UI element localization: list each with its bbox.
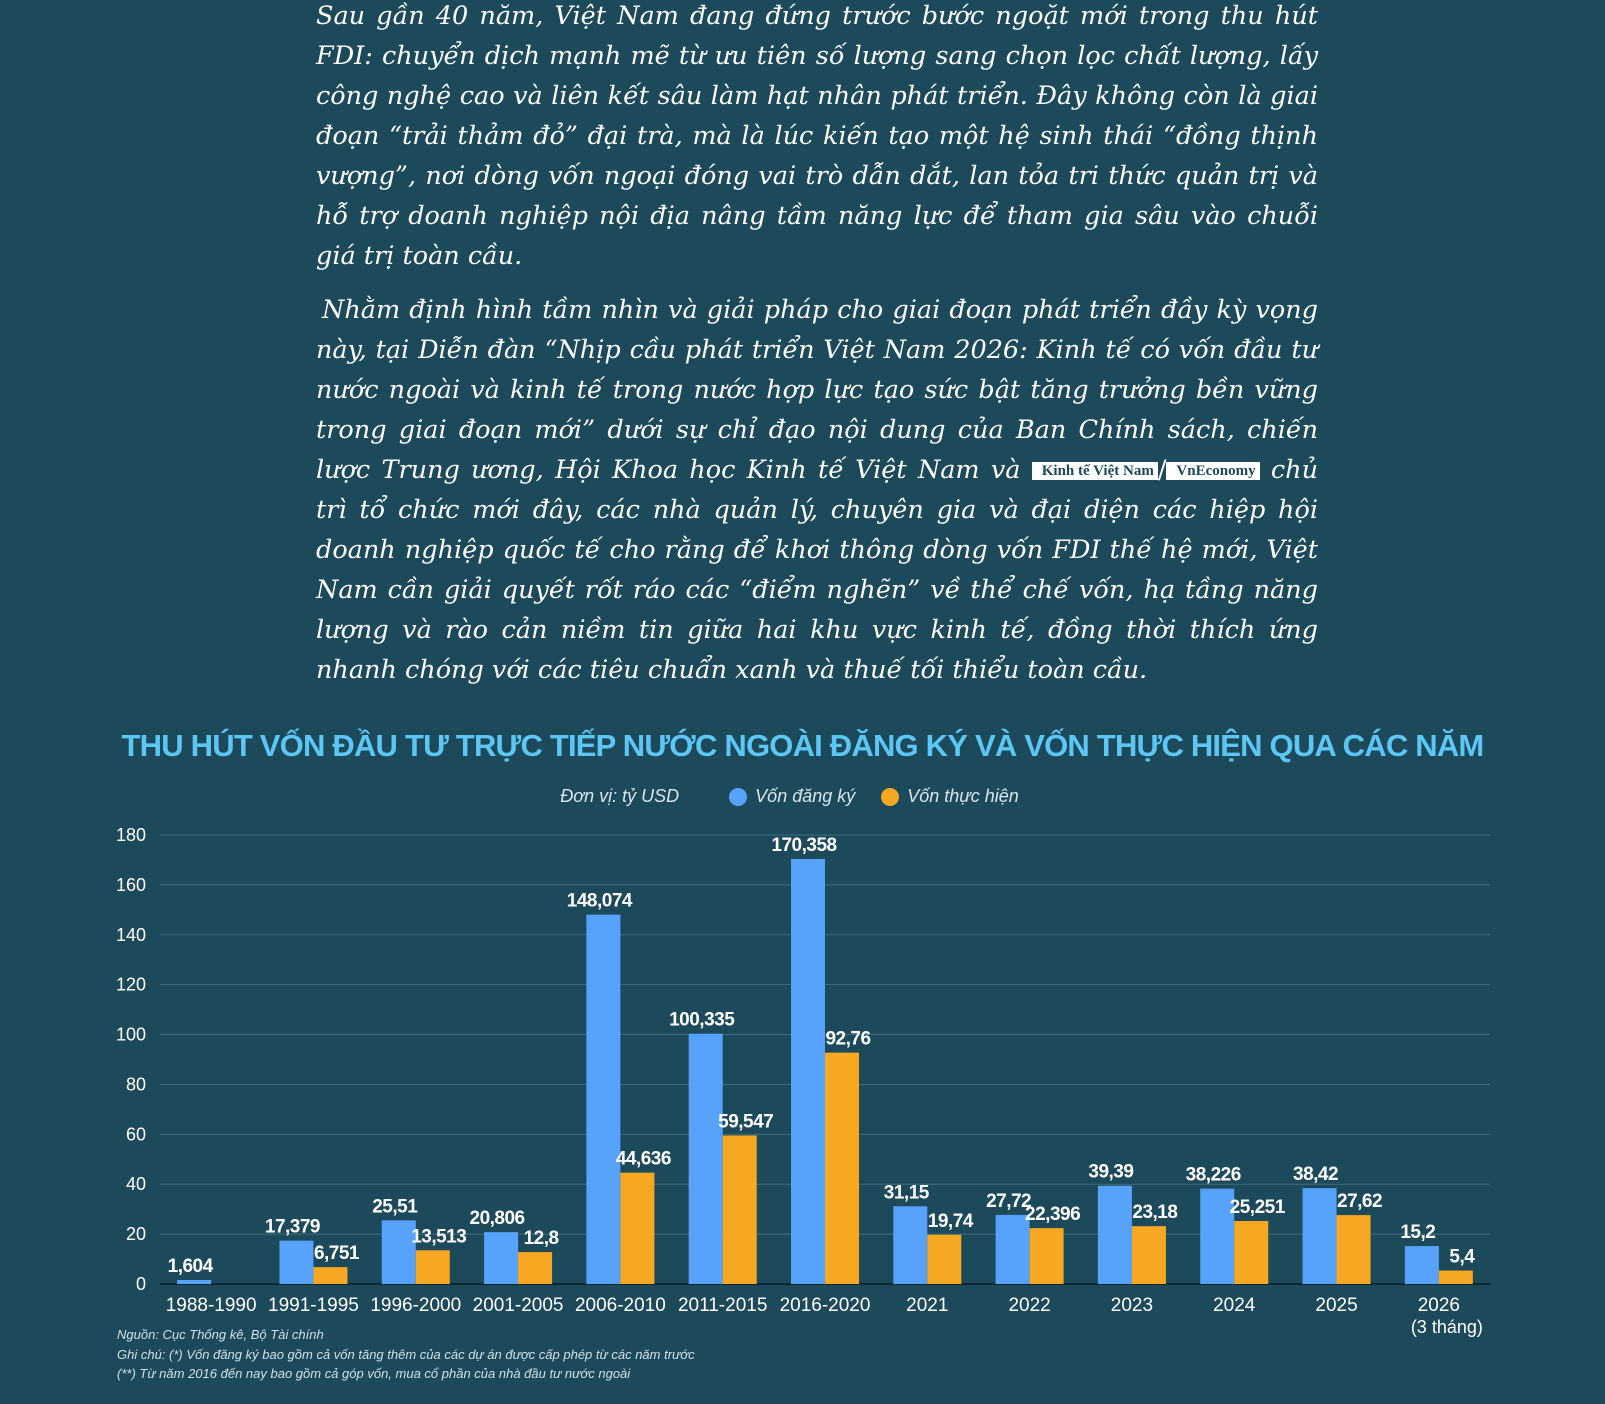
data-label-registered: 170,358: [771, 835, 836, 856]
kinh-te-viet-nam-logo: Kinh tế Việt Nam: [1031, 462, 1158, 480]
bar-registered: [688, 1033, 723, 1284]
bar-registered: [586, 914, 621, 1284]
x-tick-label: 2021: [906, 1295, 948, 1316]
article-text: Sau gần 40 năm, Việt Nam đang đứng trước…: [316, 0, 1318, 690]
bar-registered: [1404, 1246, 1439, 1284]
x-tick-label: 2026: [1418, 1295, 1460, 1316]
x-tick-label: 2022: [1008, 1295, 1050, 1316]
bar-registered: [177, 1279, 212, 1284]
x-tick-sublabel: (3 tháng): [1411, 1317, 1483, 1337]
data-label-implemented: 25,251: [1230, 1197, 1286, 1218]
y-tick-label: 100: [116, 1025, 146, 1045]
legend-dot-registered: [729, 787, 748, 806]
x-tick-label: 2011-2015: [678, 1295, 767, 1316]
x-tick-label: 2001-2005: [473, 1295, 564, 1316]
source-note: Nguồn: Cục Thống kê, Bộ Tài chính: [117, 1327, 324, 1342]
y-tick-label: 20: [126, 1224, 146, 1244]
bar-implemented: [1131, 1226, 1166, 1284]
data-label-registered: 38,226: [1186, 1165, 1241, 1186]
bar-implemented: [927, 1234, 962, 1284]
legend-dot-implemented: [881, 787, 900, 806]
y-tick-label: 180: [116, 825, 146, 845]
data-label-implemented: 19,74: [928, 1211, 974, 1232]
data-label-implemented: 92,76: [825, 1029, 870, 1050]
data-label-implemented: 44,636: [616, 1149, 671, 1170]
article-paragraph-2: Nhằm định hình tầm nhìn và giải pháp cho…: [316, 290, 1318, 690]
bar-implemented: [1438, 1270, 1473, 1284]
data-label-implemented: 59,547: [718, 1111, 773, 1132]
bar-implemented: [518, 1252, 553, 1284]
legend-item-registered: Vốn đăng ký: [729, 786, 855, 807]
paragraph-2-start: Nhằm định hình tầm nhìn và giải pháp cho…: [316, 295, 1318, 485]
data-label-registered: 39,39: [1088, 1162, 1133, 1183]
y-tick-label: 80: [126, 1074, 146, 1094]
data-label-registered: 20,806: [470, 1208, 525, 1229]
bar-registered: [995, 1214, 1030, 1284]
paragraph-2-end: chủ trì tổ chức mới đây, các nhà quản lý…: [316, 455, 1319, 685]
data-label-implemented: 6,751: [314, 1243, 360, 1264]
data-label-implemented: 13,513: [411, 1226, 466, 1247]
data-label-registered: 25,51: [372, 1196, 418, 1217]
data-label-registered: 15,2: [1400, 1222, 1435, 1243]
data-label-implemented: 23,18: [1132, 1202, 1177, 1223]
bar-implemented: [722, 1135, 757, 1284]
data-label-implemented: 5,4: [1449, 1247, 1475, 1268]
bar-implemented: [1234, 1221, 1269, 1284]
x-tick-label: 2025: [1315, 1295, 1357, 1316]
note-2: (**) Từ năm 2016 đến nay bao gồm cả góp …: [117, 1366, 631, 1381]
data-label-registered: 38,42: [1293, 1164, 1338, 1185]
bar-registered: [484, 1232, 519, 1284]
bar-registered: [1200, 1188, 1235, 1284]
legend-item-implemented: Vốn thực hiện: [881, 786, 1019, 807]
x-tick-label: 1996-2000: [370, 1295, 461, 1316]
y-tick-label: 0: [136, 1274, 146, 1294]
bar-registered: [381, 1220, 416, 1284]
bar-registered: [893, 1206, 928, 1284]
x-tick-label: 2006-2010: [575, 1295, 666, 1316]
data-label-registered: 27,72: [986, 1191, 1031, 1212]
vneconomy-logo: VnEconomy: [1166, 462, 1260, 480]
data-label-registered: 31,15: [884, 1182, 930, 1203]
y-tick-label: 60: [126, 1124, 146, 1144]
bar-registered: [279, 1240, 314, 1284]
logo-separator: /: [1157, 455, 1167, 485]
legend-label-registered: Vốn đăng ký: [755, 786, 856, 806]
bar-implemented: [1336, 1215, 1371, 1284]
data-label-implemented: 27,62: [1337, 1191, 1382, 1212]
y-tick-label: 120: [116, 975, 146, 995]
bar-implemented: [415, 1250, 450, 1284]
bar-implemented: [825, 1052, 859, 1284]
note-1: Ghi chú: (*) Vốn đăng ký bao gồm cả vốn …: [117, 1346, 695, 1362]
data-label-implemented: 22,396: [1025, 1204, 1080, 1225]
unit-label: Đơn vị: tỷ USD: [560, 786, 680, 806]
data-label-registered: 17,379: [265, 1217, 320, 1238]
x-tick-label: 2023: [1111, 1295, 1153, 1316]
chart-title: THU HÚT VỐN ĐẦU TƯ TRỰC TIẾP NƯỚC NGOÀI …: [121, 728, 1485, 763]
data-label-registered: 148,074: [567, 891, 633, 912]
x-tick-label: 1991-1995: [268, 1295, 359, 1316]
data-label-registered: 100,335: [669, 1010, 735, 1031]
data-label-registered: 1,604: [168, 1256, 214, 1277]
bar-registered: [1097, 1185, 1132, 1284]
bar-implemented: [1029, 1228, 1064, 1284]
chart-notes: Nguồn: Cục Thống kê, Bộ Tài chính Ghi ch…: [117, 1325, 695, 1384]
bar-registered: [1302, 1188, 1337, 1284]
y-tick-label: 140: [116, 925, 146, 945]
chart-legend: Đơn vị: tỷ USD Vốn đăng ký Vốn thực hiện: [0, 786, 1605, 807]
x-tick-label: 2024: [1213, 1295, 1256, 1316]
bar-registered: [791, 859, 825, 1284]
x-tick-label: 1988-1990: [166, 1295, 257, 1316]
x-tick-label: 2016-2020: [780, 1295, 871, 1316]
legend-label-implemented: Vốn thực hiện: [907, 786, 1019, 806]
bar-implemented: [620, 1172, 655, 1284]
y-tick-label: 160: [116, 875, 146, 895]
article-paragraph-1: Sau gần 40 năm, Việt Nam đang đứng trước…: [316, 1, 1318, 271]
y-tick-label: 40: [126, 1174, 146, 1194]
bar-implemented: [313, 1267, 348, 1284]
data-label-implemented: 12,8: [524, 1228, 559, 1249]
